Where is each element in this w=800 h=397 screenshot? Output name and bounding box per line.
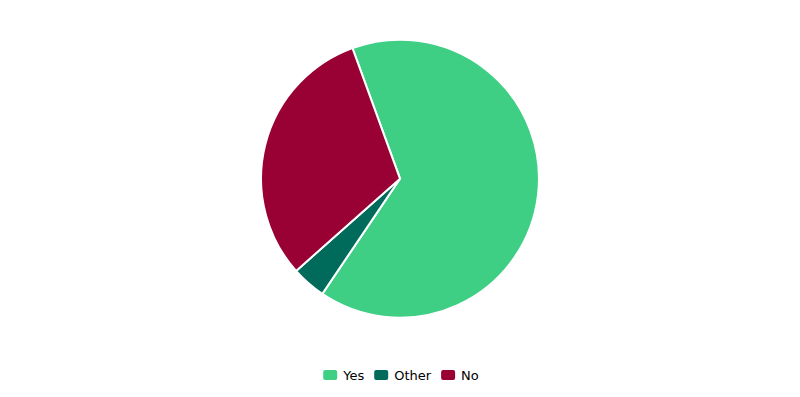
svg-text:Other: Other	[394, 368, 432, 383]
svg-text:No: No	[461, 368, 479, 383]
svg-text:Yes: Yes	[342, 368, 364, 383]
